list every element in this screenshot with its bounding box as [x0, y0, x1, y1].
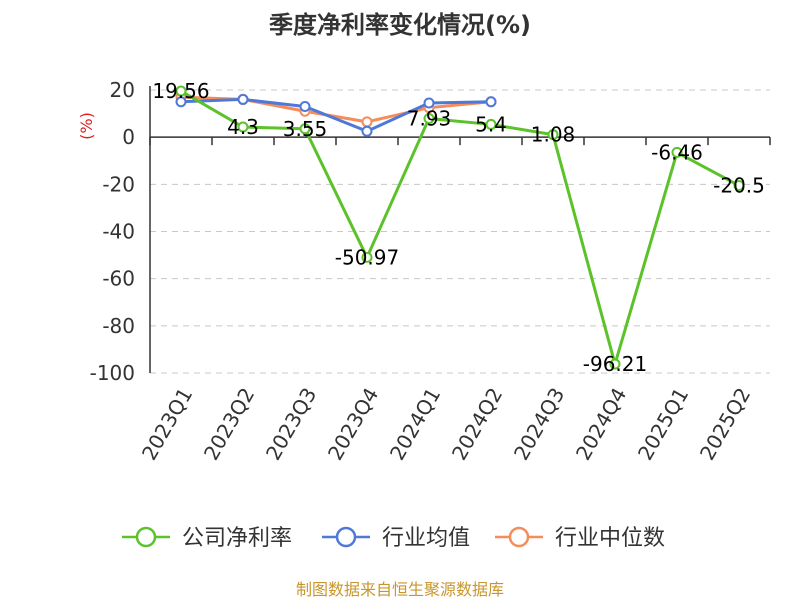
data-point — [361, 125, 373, 137]
x-tick-label: 2023Q3 — [261, 384, 321, 465]
data-label: 4.3 — [227, 115, 259, 139]
y-tick-label: -40 — [102, 220, 135, 244]
source-note: 制图数据来自恒生聚源数据库 — [296, 580, 504, 599]
x-tick-label: 2023Q4 — [323, 384, 383, 465]
series-line — [180, 97, 492, 133]
data-point — [299, 123, 311, 135]
data-point — [175, 96, 187, 108]
series-layer — [175, 85, 745, 370]
legend-label: 行业均值 — [382, 526, 470, 551]
data-point — [175, 85, 187, 97]
data-label: -20.5 — [713, 174, 765, 198]
data-point — [671, 146, 683, 158]
data-point — [423, 97, 435, 109]
legend-item[interactable]: 行业中位数 — [495, 526, 665, 551]
data-point — [361, 116, 373, 128]
y-tick-label: -80 — [102, 314, 135, 338]
data-label: 5.4 — [475, 112, 507, 136]
data-point — [237, 121, 249, 133]
data-point — [423, 112, 435, 124]
data-label: -6.46 — [651, 140, 703, 164]
x-tick-label: 2023Q2 — [199, 384, 259, 465]
x-tick-label: 2023Q1 — [137, 384, 197, 465]
legend-label: 公司净利率 — [182, 526, 292, 551]
data-point — [485, 96, 497, 108]
legend-marker — [335, 526, 357, 548]
y-tick-label: -100 — [90, 361, 135, 385]
data-label: 1.08 — [531, 123, 576, 147]
data-point — [299, 101, 311, 113]
grid-lines — [150, 89, 770, 374]
data-point — [547, 129, 559, 141]
x-tick-label: 2024Q3 — [509, 384, 569, 465]
x-tick-label: 2024Q1 — [385, 384, 445, 465]
data-point — [237, 93, 249, 105]
data-label: 7.93 — [407, 106, 452, 130]
data-label: 19.56 — [152, 79, 209, 103]
data-label: -50.97 — [335, 245, 399, 269]
data-label: -96.21 — [583, 352, 647, 376]
x-tick-label: 2025Q2 — [695, 384, 755, 465]
data-point — [361, 251, 373, 263]
data-point — [485, 118, 497, 130]
legend-marker — [135, 526, 157, 548]
y-axis-unit-label: (%) — [77, 112, 96, 140]
data-point — [609, 358, 621, 370]
x-tick-label: 2024Q4 — [571, 384, 631, 465]
data-label: 3.55 — [283, 117, 328, 141]
chart-title: 季度净利率变化情况(%) — [269, 11, 531, 39]
x-tick-label: 2024Q2 — [447, 384, 507, 465]
y-tick-label: 0 — [122, 125, 135, 149]
y-tick-label: -20 — [102, 172, 135, 196]
y-tick-label: -60 — [102, 267, 135, 291]
data-point — [733, 180, 745, 192]
y-tick-label: 20 — [110, 78, 135, 102]
legend-item[interactable]: 行业均值 — [322, 526, 470, 551]
data-labels: 19.56 4.3 3.55 -50.97 7.93 5.4 1.08 -96.21 -6.46… — [152, 79, 765, 376]
legend-item[interactable]: 公司净利率 — [122, 526, 292, 551]
x-tick-label: 2025Q1 — [633, 384, 693, 465]
legend: 公司净利率 行业均值 行业中位数 — [122, 526, 665, 551]
legend-label: 行业中位数 — [555, 526, 665, 551]
legend-marker — [508, 526, 530, 548]
series-line — [180, 89, 740, 366]
